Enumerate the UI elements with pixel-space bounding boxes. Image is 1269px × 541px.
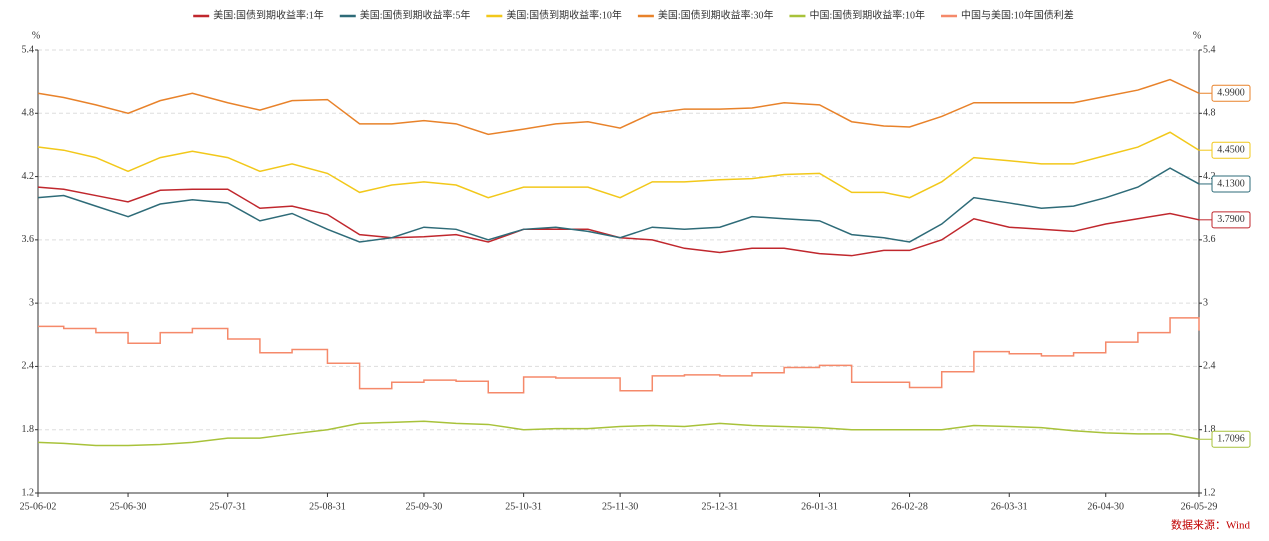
x-tick-label: 26-05-29 [1181,501,1218,512]
x-tick-label: 25-06-30 [110,501,147,512]
y-tick-label: 4.2 [22,171,35,182]
end-label: 1.7096 [1217,434,1245,445]
end-label: 4.4500 [1217,144,1245,155]
series-line [37,78,1200,136]
y-tick-label: 5.4 [22,44,35,55]
x-tick-label: 25-08-31 [309,501,346,512]
x-tick-label: 25-09-30 [406,501,443,512]
legend-label: 美国:国债到期收益率:5年 [360,8,471,21]
y-tick-label: 2.4 [22,361,35,372]
y2-tick-label: 5.4 [1203,44,1216,55]
legend-label: 中国:国债到期收益率:10年 [809,8,925,21]
end-label: 3.7900 [1217,214,1245,225]
end-label-box [1211,175,1251,193]
x-tick-label: 25-10-31 [505,501,542,512]
legend-label: 美国:国债到期收益率:30年 [658,8,774,21]
y-tick-label: 4.8 [22,108,35,119]
y2-tick-label: 3 [1203,297,1208,308]
end-label-box [1211,430,1251,448]
x-tick-label: 26-04-30 [1087,501,1124,512]
source-note: 数据来源：Wind [1171,518,1250,532]
series-line [37,167,1200,243]
x-tick-label: 25-11-30 [602,501,638,512]
y2-tick-label: 2.4 [1203,361,1216,372]
x-tick-label: 25-12-31 [701,501,738,512]
y-tick-label: 1.2 [22,487,35,498]
x-tick-label: 25-06-02 [20,501,57,512]
end-label-box [1211,84,1251,102]
series-line [38,317,1200,394]
end-label: 4.1300 [1217,178,1245,189]
end-label-box [1211,211,1251,229]
x-tick-label: 25-07-31 [209,501,246,512]
y-tick-label: 3.6 [22,234,35,245]
y-unit: % [32,30,40,41]
y2-tick-label: 3.6 [1203,234,1216,245]
x-tick-label: 26-02-28 [891,501,928,512]
legend-label: 中国与美国:10年国债利差 [961,8,1074,21]
x-tick-label: 26-03-31 [991,501,1028,512]
legend-label: 美国:国债到期收益率:1年 [213,8,324,21]
x-tick-label: 26-01-31 [801,501,838,512]
y2-tick-label: 4.2 [1203,171,1216,182]
y2-tick-label: 4.8 [1203,108,1216,119]
end-label-box [1211,141,1251,159]
legend-label: 美国:国债到期收益率:10年 [506,8,622,21]
y-tick-label: 3 [29,297,34,308]
end-label: 4.9900 [1217,88,1245,99]
y2-tick-label: 1.8 [1203,424,1216,435]
series-line [37,420,1200,447]
y-tick-label: 1.8 [22,424,35,435]
y2-tick-label: 1.2 [1203,487,1216,498]
series-line [37,131,1200,199]
y2-unit: % [1193,30,1201,41]
